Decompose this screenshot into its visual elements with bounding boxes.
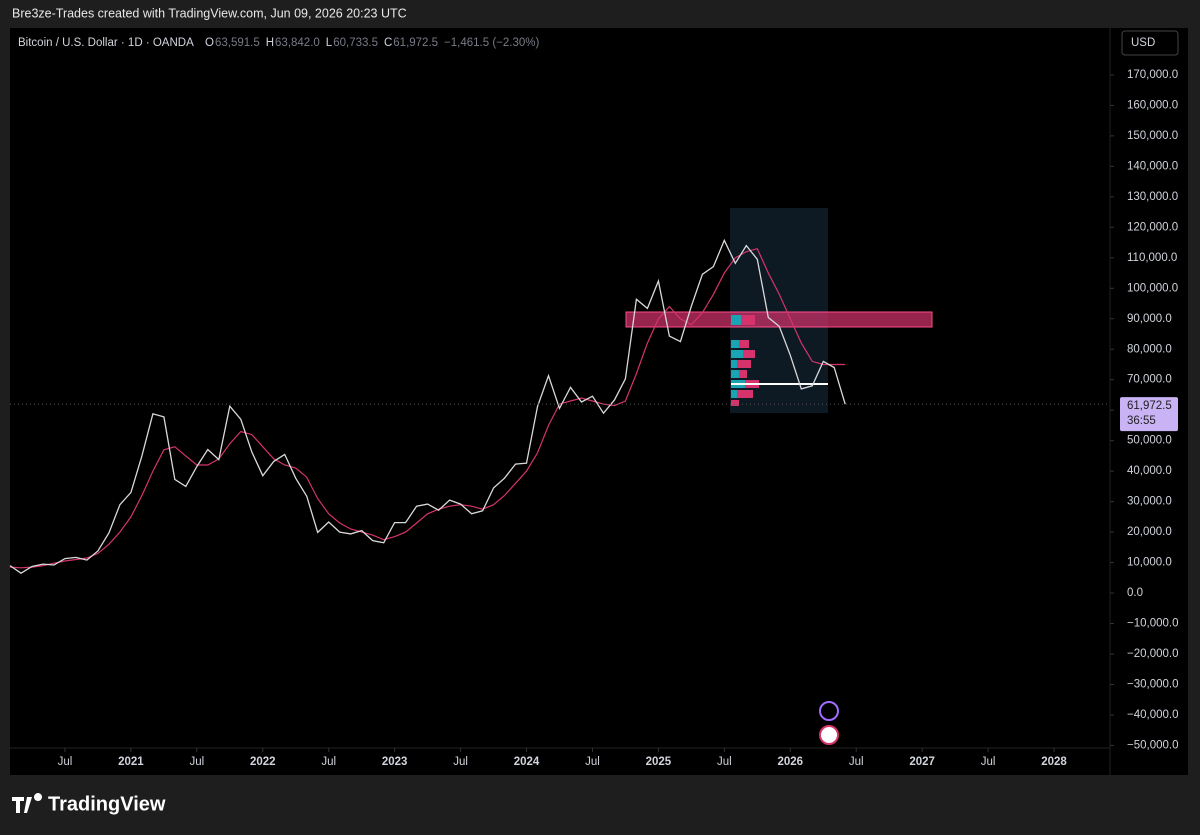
profile-bar [731, 360, 737, 368]
symbol: Bitcoin / U.S. Dollar · 1D · OANDA [18, 37, 194, 49]
brand: TradingView [48, 793, 166, 815]
price-tag [1120, 397, 1178, 432]
ohlc-key: H [266, 37, 274, 49]
profile-bar [739, 340, 749, 348]
profile-bar [731, 315, 741, 325]
change: −1,461.5 (−2.30%) [444, 37, 539, 49]
profile-bar [737, 360, 751, 368]
x-tick-label: 2027 [909, 756, 935, 768]
y-tick-label: 50,000.0 [1127, 435, 1172, 447]
x-tick-label: Jul [717, 756, 732, 768]
x-tick-label: 2021 [118, 756, 144, 768]
y-tick-label: −10,000.0 [1127, 618, 1178, 630]
ohlc-value: 63,842.0 [275, 37, 320, 49]
price-line [9, 238, 846, 574]
price-line [9, 247, 846, 569]
y-tick-label: 70,000.0 [1127, 374, 1172, 386]
ohlc-key: O [205, 37, 214, 49]
y-tick-label: 80,000.0 [1127, 343, 1172, 355]
y-tick-label: 140,000.0 [1127, 160, 1178, 172]
y-tick-label: −30,000.0 [1127, 679, 1178, 691]
y-tick-label: 90,000.0 [1127, 313, 1172, 325]
ohlc-value: 60,733.5 [333, 37, 378, 49]
currency[interactable]: USD [1131, 37, 1155, 49]
icon[interactable] [819, 701, 839, 721]
y-tick-label: 40,000.0 [1127, 465, 1172, 477]
x-tick-label: 2024 [514, 756, 540, 768]
y-tick-label: 130,000.0 [1127, 191, 1178, 203]
y-tick-label: 0.0 [1127, 587, 1143, 599]
profile-bar [741, 315, 755, 325]
x-tick-label: 2026 [777, 756, 803, 768]
y-tick-label: 100,000.0 [1127, 282, 1178, 294]
y-tick-label: 20,000.0 [1127, 526, 1172, 538]
y-tick-label: 120,000.0 [1127, 221, 1178, 233]
ohlc-key: L [326, 37, 333, 49]
profile-bar [731, 390, 737, 398]
currency-button[interactable] [1121, 30, 1179, 56]
profile-bar [739, 370, 747, 378]
y-tick-label: −20,000.0 [1127, 648, 1178, 660]
profile-bar [731, 350, 743, 358]
logo [12, 793, 42, 813]
y-tick-label: 170,000.0 [1127, 69, 1178, 81]
x-tick-label: Jul [189, 756, 204, 768]
countdown: 36:55 [1127, 415, 1156, 427]
y-tick-label: 30,000.0 [1127, 496, 1172, 508]
price-tag-label: 61,972.5 [1127, 400, 1172, 412]
zone [625, 311, 933, 328]
ohlc: O 63,591.5 H 63,842.0 L 60,733.5 C 61,972.5 −1,4… [205, 37, 539, 49]
profile-bar [743, 350, 755, 358]
ohlc-key: C [384, 37, 392, 49]
y-tick-label: 150,000.0 [1127, 130, 1178, 142]
chart-area [10, 28, 1188, 775]
y-tick-label: 160,000.0 [1127, 99, 1178, 111]
ohlc-value: 61,972.5 [393, 37, 438, 49]
profile-range [730, 208, 828, 413]
x-tick-label: 2022 [250, 756, 276, 768]
y-tick-label: 10,000.0 [1127, 557, 1172, 569]
x-tick-label: Jul [321, 756, 336, 768]
x-tick-label: 2023 [382, 756, 408, 768]
profile-bar [731, 400, 739, 406]
y-tick-label: −40,000.0 [1127, 709, 1178, 721]
x-tick-label: Jul [981, 756, 996, 768]
x-tick-label: Jul [58, 756, 73, 768]
profile-bar [737, 390, 753, 398]
credit: Bre3ze-Trades created with TradingView.c… [12, 6, 407, 20]
x-tick-label: Jul [453, 756, 468, 768]
x-tick-label: 2028 [1041, 756, 1067, 768]
y-tick-label: 110,000.0 [1127, 252, 1177, 264]
ohlc-value: 63,591.5 [215, 37, 260, 49]
y-tick-label: −50,000.0 [1127, 739, 1178, 751]
profile-bar [731, 370, 739, 378]
icon[interactable] [819, 725, 839, 745]
x-tick-label: Jul [849, 756, 864, 768]
profile-bar [731, 340, 739, 348]
x-tick-label: 2025 [646, 756, 672, 768]
x-tick-label: Jul [585, 756, 600, 768]
